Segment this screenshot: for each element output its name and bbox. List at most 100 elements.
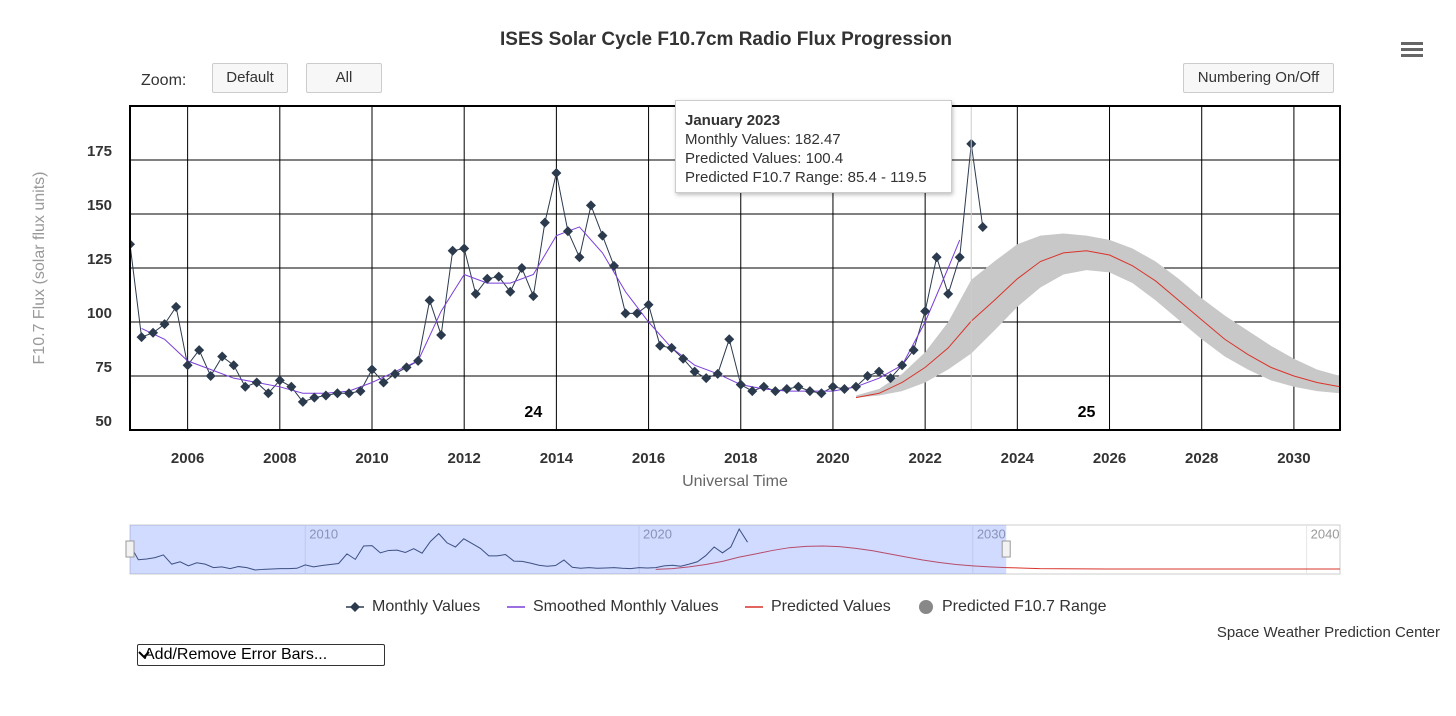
tooltip-title: January 2023 [685,112,781,129]
dropdown-label: Add/Remove Error Bars... [144,646,328,663]
y-tick-label: 75 [95,359,112,376]
monthly-marker [839,383,850,394]
monthly-marker [171,301,182,312]
monthly-marker [701,373,712,384]
monthly-marker [897,360,908,371]
zoom-all-button[interactable]: All [306,63,382,93]
predicted-line [855,250,1340,399]
cycle-label: 24 [524,404,542,421]
monthly-marker [401,362,412,373]
navigator-tick-label: 2010 [309,526,338,541]
monthly-marker [793,381,804,392]
monthly-marker [130,239,135,250]
monthly-marker [493,271,504,282]
monthly-marker [378,377,389,388]
monthly-marker [539,217,550,228]
x-tick-label: 2010 [355,450,388,467]
monthly-marker [655,340,666,351]
legend-symbol [919,600,933,614]
monthly-marker [459,243,470,254]
monthly-marker [954,252,965,263]
smoothed-line [141,226,961,394]
navigator-monthly-line [129,527,748,571]
x-tick-label: 2014 [540,450,574,467]
monthly-marker [574,252,585,263]
menu-button[interactable] [1400,40,1424,60]
chart-title: ISES Solar Cycle F10.7cm Radio Flux Prog… [500,29,952,50]
monthly-marker [182,360,193,371]
monthly-marker [874,366,885,377]
x-tick-label: 2028 [1185,450,1218,467]
tooltip-line: Monthly Values: 182.47 [685,131,841,148]
x-tick-label: 2008 [263,450,296,467]
monthly-marker [643,299,654,310]
monthly-marker [977,221,988,232]
tooltip-line: Predicted Values: 100.4 [685,150,844,167]
y-tick-label: 175 [87,143,112,160]
x-tick-label: 2020 [816,450,849,467]
monthly-marker [931,252,942,263]
monthly-marker [320,390,331,401]
legend-label: Smoothed Monthly Values [533,598,719,615]
monthly-marker [413,355,424,366]
monthly-marker [390,368,401,379]
zoom-label: Zoom: [141,72,187,89]
monthly-marker [804,386,815,397]
monthly-marker [770,386,781,397]
x-axis-title: Universal Time [682,473,788,490]
monthly-marker [827,381,838,392]
x-tick-label: 2026 [1093,450,1126,467]
error-bars-dropdown[interactable]: Add/Remove Error Bars... [137,644,385,666]
monthly-marker [355,386,366,397]
monthly-marker [332,388,343,399]
monthly-marker [862,371,873,381]
monthly-marker [228,360,239,371]
monthly-marker [885,373,896,384]
navigator-tick-label: 2030 [977,526,1006,541]
monthly-marker [148,327,159,338]
x-tick-label: 2030 [1277,450,1310,467]
monthly-marker [585,200,596,211]
monthly-marker [240,381,251,392]
navigator-tick-label: 2040 [1311,526,1340,541]
tooltip: January 2023 Monthly Values: 182.47 Pred… [675,100,952,193]
monthly-marker [251,377,262,388]
monthly-marker [666,342,677,353]
monthly-marker [159,319,170,330]
navigator-predicted-line [655,545,1340,570]
monthly-marker [724,334,735,345]
monthly-marker [781,383,792,394]
monthly-marker [597,230,608,241]
x-tick-label: 2006 [171,450,204,467]
monthly-marker [747,386,758,397]
y-axis-title: F10.7 Flux (solar flux units) [31,172,48,365]
zoom-default-button[interactable]: Default [212,63,288,93]
navigator-handle [125,540,135,558]
cycle-label: 25 [1078,404,1096,421]
navigator-background [129,524,1341,575]
monthly-marker [309,392,320,403]
monthly-marker [217,351,228,362]
x-tick-label: 2016 [632,450,665,467]
monthly-marker [505,286,516,297]
monthly-marker [367,364,377,375]
dropdown-arrow [138,651,150,659]
monthly-marker [920,306,931,317]
y-tick-label: 125 [87,251,112,268]
navigator-tick-label: 2020 [643,526,672,541]
monthly-marker [343,388,354,399]
monthly-marker [758,381,769,392]
legend-label: Predicted Values [771,598,891,615]
monthly-marker [551,167,562,178]
y-tick-label: 150 [87,197,112,214]
numbering-button[interactable]: Numbering On/Off [1183,63,1334,93]
monthly-marker [436,329,447,340]
y-tick-label: 50 [95,413,112,430]
navigator-handle [1001,540,1011,558]
monthly-marker [735,379,746,390]
x-tick-label: 2012 [448,450,481,467]
monthly-marker [136,332,147,343]
x-tick-label: 2018 [724,450,757,467]
